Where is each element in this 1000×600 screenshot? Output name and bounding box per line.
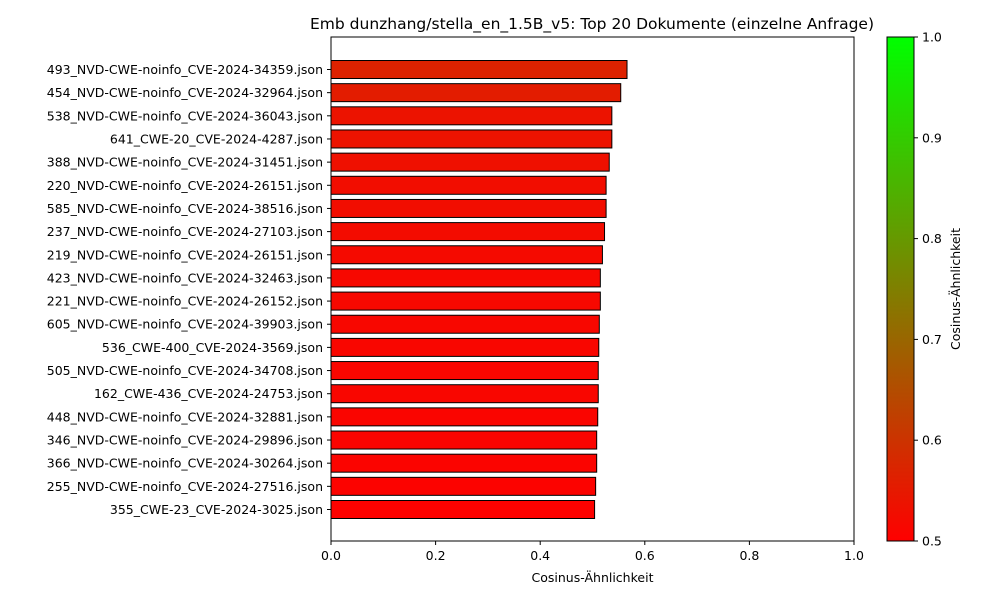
bar [330, 384, 599, 404]
bar [330, 268, 601, 288]
y-tick-label: 585_NVD-CWE-noinfo_CVE-2024-38516.json [47, 201, 323, 216]
y-tick-label: 388_NVD-CWE-noinfo_CVE-2024-31451.json [47, 155, 323, 170]
bar [330, 361, 599, 381]
y-tick-label: 536_CWE-400_CVE-2024-3569.json [102, 340, 323, 355]
x-tick-label: 0.2 [426, 548, 446, 563]
y-tick-label: 355_CWE-23_CVE-2024-3025.json [110, 502, 323, 517]
bar [330, 430, 598, 450]
bar [330, 60, 628, 79]
y-tick-label: 219_NVD-CWE-noinfo_CVE-2024-26151.json [47, 247, 323, 262]
y-tick-label: 538_NVD-CWE-noinfo_CVE-2024-36043.json [47, 108, 323, 123]
x-tick-label: 0.8 [739, 548, 759, 563]
bar [330, 314, 600, 334]
colorbar-tick-label: 0.8 [922, 231, 942, 246]
x-tick-label: 0.4 [530, 548, 550, 563]
y-tick-labels: 493_NVD-CWE-noinfo_CVE-2024-34359.json 45… [47, 62, 331, 517]
bar [330, 222, 606, 242]
bar [330, 198, 607, 218]
bar [330, 245, 603, 265]
bar [330, 291, 601, 311]
y-tick-label: 605_NVD-CWE-noinfo_CVE-2024-39903.json [47, 317, 323, 332]
colorbar-tick-label: 0.6 [922, 433, 942, 448]
y-tick-label: 366_NVD-CWE-noinfo_CVE-2024-30264.json [47, 456, 323, 471]
bar [330, 152, 610, 172]
bar [330, 83, 622, 103]
x-tick-label: 0.0 [321, 548, 341, 563]
bar [330, 129, 613, 149]
bar [330, 476, 597, 496]
y-tick-label: 505_NVD-CWE-noinfo_CVE-2024-34708.json [47, 363, 323, 378]
y-tick-label: 220_NVD-CWE-noinfo_CVE-2024-26151.json [47, 178, 323, 193]
colorbar-tick-label: 0.9 [922, 130, 942, 145]
plot-area-frame [330, 36, 855, 542]
y-tick-label: 162_CWE-436_CVE-2024-24753.json [94, 386, 323, 401]
colorbar-ticks: 0.5 0.6 0.7 0.8 0.9 1.0 [914, 30, 942, 549]
y-tick-label: 448_NVD-CWE-noinfo_CVE-2024-32881.json [47, 409, 323, 424]
y-tick-label: 454_NVD-CWE-noinfo_CVE-2024-32964.json [47, 85, 323, 100]
chart-title: Emb dunzhang/stella_en_1.5B_v5: Top 20 D… [310, 15, 874, 34]
y-tick-label: 423_NVD-CWE-noinfo_CVE-2024-32463.json [47, 270, 323, 285]
bar [330, 337, 600, 357]
y-tick-label: 255_NVD-CWE-noinfo_CVE-2024-27516.json [47, 479, 323, 494]
colorbar-tick-label: 0.7 [922, 332, 942, 347]
x-tick-label: 1.0 [844, 548, 864, 563]
colorbar-tick-label: 1.0 [922, 30, 942, 45]
bar [330, 453, 598, 473]
y-tick-label: 237_NVD-CWE-noinfo_CVE-2024-27103.json [47, 224, 323, 239]
bar [330, 407, 599, 427]
colorbar-tick-label: 0.5 [922, 534, 942, 549]
colorbar [886, 36, 915, 542]
x-ticks: 0.0 0.2 0.4 0.6 0.8 1.0 [321, 541, 864, 563]
y-tick-label: 493_NVD-CWE-noinfo_CVE-2024-34359.json [47, 62, 323, 77]
y-tick-label: 221_NVD-CWE-noinfo_CVE-2024-26152.json [47, 294, 323, 309]
x-tick-label: 0.6 [635, 548, 655, 563]
colorbar-label: Cosinus-Ähnlichkeit [948, 228, 963, 350]
bar [330, 500, 596, 519]
bars-group [330, 60, 628, 519]
y-tick-label: 641_CWE-20_CVE-2024-4287.json [110, 131, 323, 146]
y-tick-label: 346_NVD-CWE-noinfo_CVE-2024-29896.json [47, 433, 323, 448]
bar [330, 106, 613, 126]
bar [330, 175, 607, 195]
x-axis-label: Cosinus-Ähnlichkeit [532, 570, 654, 585]
